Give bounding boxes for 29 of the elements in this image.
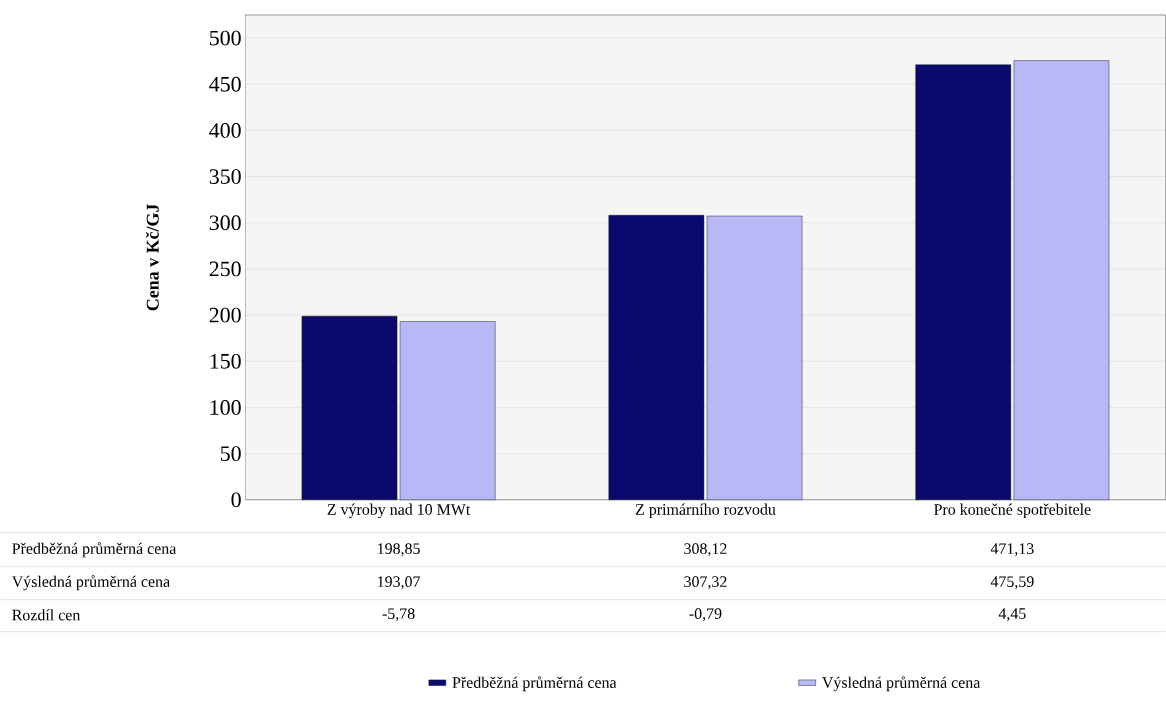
data-label: 471,13 (990, 543, 1034, 557)
y-tick-label: 300 (209, 215, 241, 231)
data-label: 475,59 (990, 576, 1034, 590)
y-tick-label: 200 (209, 307, 241, 323)
y-tick-label: 0 (231, 492, 241, 508)
data-label: 307,32 (684, 576, 727, 590)
y-tick-label: 50 (220, 446, 241, 462)
text: -0,79 (689, 608, 722, 622)
y-tick-label: 450 (209, 76, 241, 92)
data-label: 308,12 (684, 543, 727, 557)
data-label: 193,07 (378, 576, 421, 590)
text: Rozdíl cen (12, 609, 81, 621)
legend-label: Výsledná průměrná cena (822, 676, 981, 692)
y-tick-label: 150 (210, 354, 241, 369)
text: Výsledná průměrná cena (11, 575, 170, 591)
legend-label: Předběžná průměrná cena (452, 676, 617, 692)
text: Předběžná průměrná cena (12, 542, 177, 558)
y-tick-label: 400 (209, 123, 241, 138)
y-tick-label: 500 (210, 30, 241, 46)
text: -5,78 (382, 608, 415, 622)
y-tick-label: 250 (209, 261, 241, 277)
data-label: 198,85 (378, 543, 420, 557)
y-tick-label: 100 (210, 400, 241, 415)
x-tick-label: Z primárního rozvodu (635, 503, 776, 519)
x-tick-label: Z výroby nad 10 MWt (327, 503, 471, 519)
y-axis-title: Cena v Kč/GJ (145, 204, 159, 311)
text: 4,45 (998, 608, 1026, 622)
x-tick-label: Pro konečné spotřebitele (934, 503, 1091, 519)
y-tick-label: 350 (209, 169, 241, 185)
